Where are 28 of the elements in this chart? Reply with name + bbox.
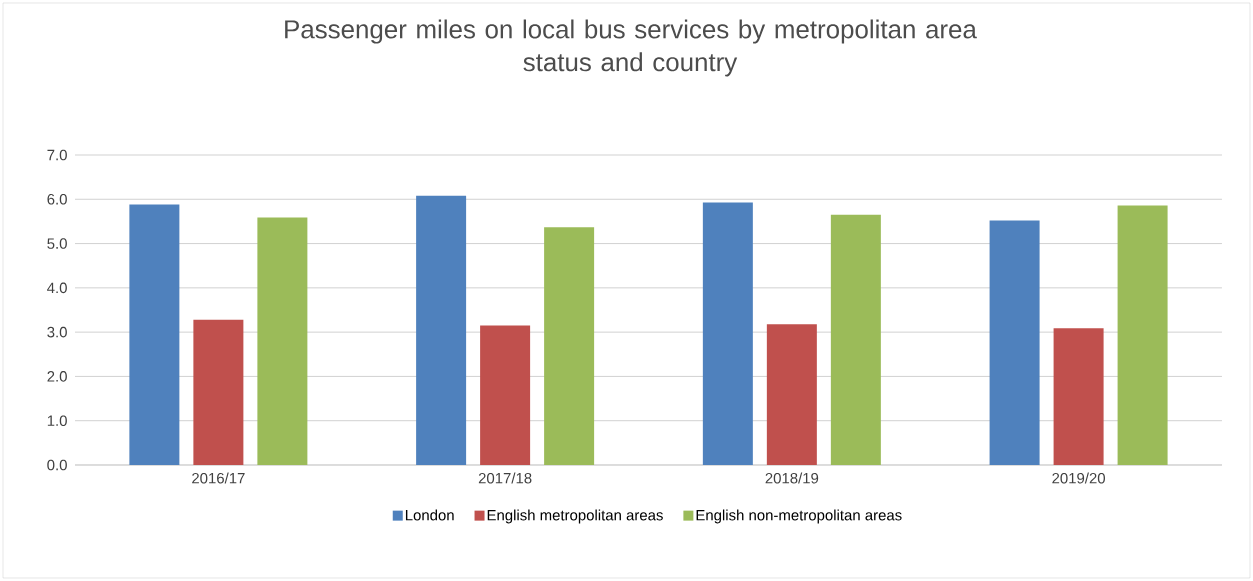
y-tick-label: 2.0 — [47, 371, 67, 382]
bar — [702, 202, 753, 465]
chart-title: Passenger miles on local bus services by metropolitan area status and country — [285, 19, 977, 77]
bar — [257, 217, 308, 465]
bar — [989, 220, 1040, 465]
bar — [480, 325, 531, 465]
x-tick-label: 2017/18 — [478, 472, 532, 484]
y-tick-label: 6.0 — [47, 193, 67, 205]
bar — [1117, 205, 1168, 465]
bar — [129, 204, 180, 465]
x-tick-label: 2019/20 — [1052, 472, 1105, 484]
x-tick-label: 2016/17 — [192, 472, 245, 484]
y-tick-label: 0.0 — [47, 459, 67, 471]
legend-label: English non-metropolitan areas — [696, 509, 902, 524]
y-tick-label: 3.0 — [47, 326, 67, 338]
bar — [766, 324, 817, 465]
y-tick-label: 5.0 — [47, 238, 67, 249]
y-tick-label: 1.0 — [47, 415, 67, 426]
legend-label: London — [405, 509, 454, 521]
bar — [830, 214, 881, 465]
y-tick-label: 4.0 — [47, 282, 67, 294]
bar — [416, 195, 467, 465]
y-tick-label: 7.0 — [47, 149, 67, 161]
x-tick-label: 2018/19 — [765, 472, 819, 484]
bar — [193, 319, 244, 465]
bar — [1053, 328, 1104, 465]
bar — [544, 227, 595, 465]
legend-label: English metropolitan areas — [487, 509, 663, 524]
